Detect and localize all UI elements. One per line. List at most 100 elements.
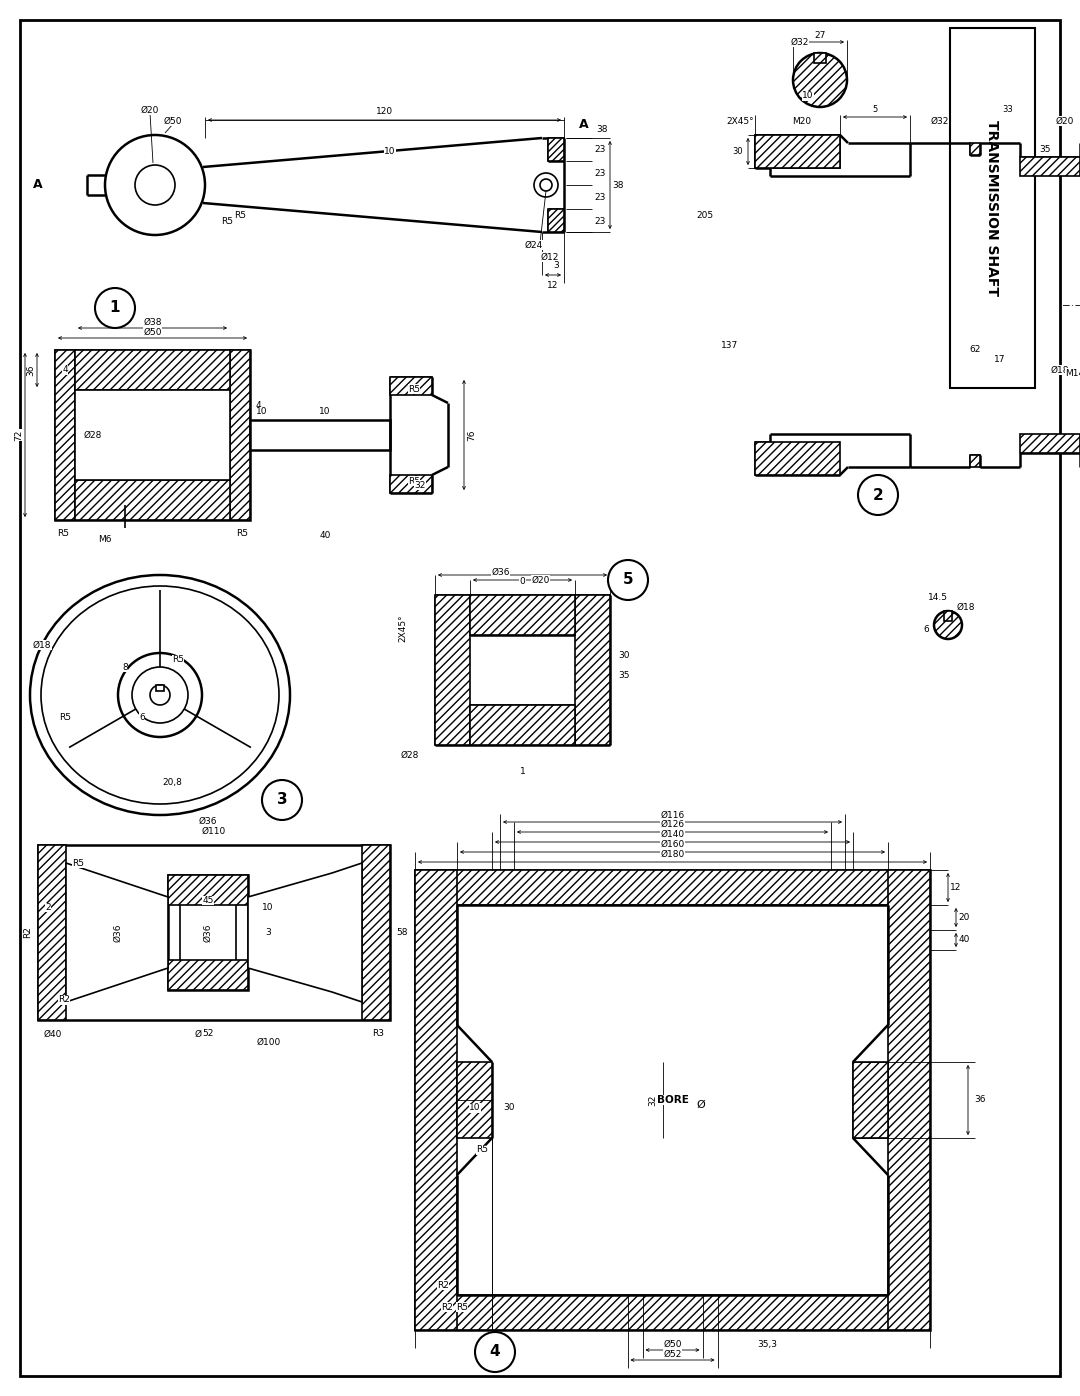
Bar	[853, 1062, 888, 1138]
Text: Ø180: Ø180	[660, 850, 685, 859]
Text: 40: 40	[958, 935, 970, 945]
Text: 36: 36	[27, 364, 36, 376]
Bar	[755, 443, 840, 475]
Bar	[457, 1062, 492, 1138]
Bar	[156, 685, 164, 691]
Text: Ø24: Ø24	[525, 240, 543, 250]
Text: 76: 76	[468, 429, 476, 441]
Bar	[575, 595, 610, 745]
Text: 5: 5	[873, 105, 878, 113]
Circle shape	[934, 611, 962, 639]
Text: 12: 12	[548, 281, 558, 289]
Text: 38: 38	[596, 126, 608, 134]
Text: Ø20: Ø20	[140, 106, 159, 114]
Text: 40: 40	[320, 532, 330, 540]
Bar	[1020, 156, 1080, 176]
Text: Ø20: Ø20	[531, 575, 550, 585]
Bar	[548, 209, 564, 232]
Text: 20: 20	[958, 913, 970, 923]
Text: 2: 2	[873, 487, 883, 503]
Text: TRANSMISSION SHAFT: TRANSMISSION SHAFT	[985, 120, 999, 296]
Text: Ø110: Ø110	[202, 826, 226, 835]
Text: Ø18: Ø18	[957, 603, 975, 611]
Bar	[75, 480, 230, 519]
Text: Ø100: Ø100	[257, 1037, 281, 1047]
Text: A: A	[33, 179, 43, 191]
Bar	[950, 28, 1035, 388]
Bar	[75, 350, 230, 389]
Text: R3: R3	[372, 1029, 384, 1039]
Text: M14: M14	[1066, 369, 1080, 377]
Text: A: A	[579, 119, 589, 131]
Text: 30: 30	[618, 651, 630, 659]
Text: Ø36: Ø36	[491, 568, 510, 577]
Text: Ø40: Ø40	[44, 1029, 63, 1039]
Text: Ø28: Ø28	[84, 430, 103, 440]
Text: 58: 58	[396, 928, 408, 937]
Text: 2: 2	[45, 903, 51, 912]
Bar	[548, 138, 564, 161]
Bar	[390, 475, 432, 493]
Bar	[435, 595, 470, 745]
Text: 205: 205	[697, 211, 714, 219]
Text: R2: R2	[58, 995, 70, 1005]
Text: 23: 23	[594, 145, 606, 154]
Text: 30: 30	[732, 147, 743, 155]
Bar	[168, 875, 248, 990]
Text: 35: 35	[1039, 145, 1051, 154]
Circle shape	[118, 653, 202, 737]
Circle shape	[608, 560, 648, 600]
Text: 52: 52	[202, 1029, 214, 1039]
Bar	[87, 174, 105, 195]
Text: 30: 30	[503, 1103, 515, 1113]
Bar	[249, 420, 390, 450]
Circle shape	[540, 179, 552, 191]
Ellipse shape	[41, 586, 279, 804]
Text: R5: R5	[408, 384, 420, 394]
Text: Ø36: Ø36	[113, 923, 122, 942]
Bar	[55, 350, 75, 519]
Bar	[362, 845, 390, 1020]
Text: 3: 3	[553, 261, 558, 269]
Text: Ø36: Ø36	[203, 923, 213, 942]
Text: R5: R5	[408, 476, 420, 486]
Circle shape	[475, 1332, 515, 1372]
Text: Ø32: Ø32	[931, 116, 949, 126]
Bar	[415, 870, 457, 1330]
Polygon shape	[66, 863, 168, 1002]
Text: Ø12: Ø12	[541, 253, 559, 261]
Text: 72: 72	[14, 430, 24, 441]
Text: 137: 137	[721, 341, 739, 349]
Circle shape	[534, 173, 558, 197]
Circle shape	[132, 667, 188, 723]
Bar	[970, 142, 980, 155]
Text: 12: 12	[950, 884, 961, 892]
Text: R5: R5	[456, 1302, 468, 1311]
Circle shape	[150, 685, 170, 705]
Bar	[415, 870, 930, 1330]
Bar	[970, 455, 980, 468]
Text: 23: 23	[594, 169, 606, 177]
Text: R5: R5	[234, 211, 246, 219]
Text: Ø28: Ø28	[401, 751, 419, 759]
Text: Ø50: Ø50	[663, 1340, 681, 1349]
Text: Ø140: Ø140	[661, 829, 685, 839]
Text: 2X45°: 2X45°	[399, 614, 407, 642]
Text: R5: R5	[237, 529, 248, 539]
Text: 23: 23	[594, 216, 606, 226]
Text: R5: R5	[57, 529, 69, 539]
Bar	[470, 595, 575, 635]
Text: 35,3: 35,3	[757, 1340, 778, 1349]
Text: Ø50: Ø50	[164, 116, 183, 126]
Text: Ø52: Ø52	[663, 1350, 681, 1358]
Text: 4: 4	[255, 401, 260, 409]
Circle shape	[262, 780, 302, 819]
Circle shape	[135, 165, 175, 205]
Text: M20: M20	[793, 116, 811, 126]
Bar	[75, 389, 230, 480]
Bar	[168, 960, 248, 990]
Text: 1: 1	[519, 768, 525, 776]
Text: Ø38: Ø38	[144, 317, 162, 327]
Text: 23: 23	[594, 193, 606, 201]
Text: 120: 120	[376, 106, 393, 116]
